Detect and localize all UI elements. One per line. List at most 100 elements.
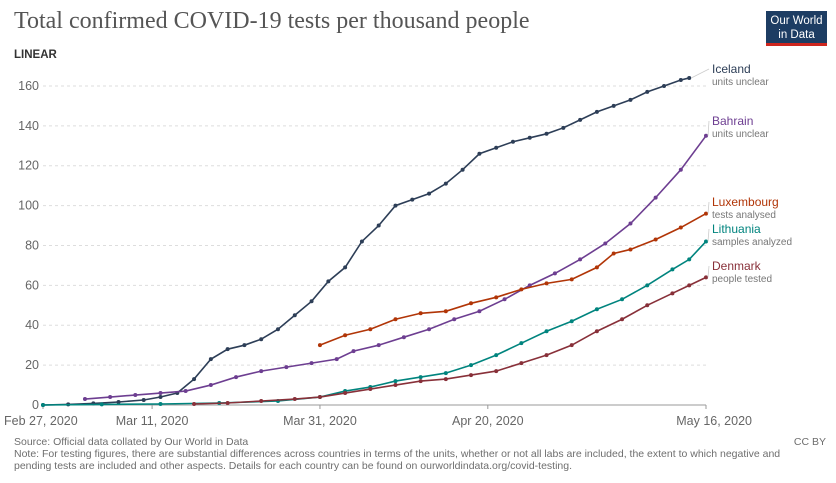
legend-label-denmark: Denmark	[712, 259, 762, 273]
legend-connector	[707, 228, 710, 242]
chart-title: Total confirmed COVID-19 tests per thous…	[14, 8, 530, 34]
data-point-bahrain	[552, 271, 557, 276]
data-point-lithuania	[41, 403, 45, 407]
data-point-luxembourg	[611, 251, 616, 256]
data-point-denmark	[569, 343, 574, 348]
data-point-iceland	[443, 181, 448, 186]
data-point-bahrain	[628, 221, 633, 226]
data-point-luxembourg	[653, 237, 658, 242]
data-point-denmark	[469, 373, 474, 378]
series-line-denmark	[194, 276, 707, 405]
data-point-iceland	[259, 337, 264, 342]
data-point-iceland	[208, 357, 213, 362]
data-point-luxembourg	[469, 301, 474, 306]
legend-label-bahrain: Bahrain	[712, 114, 753, 128]
data-point-denmark	[687, 283, 692, 288]
data-point-bahrain	[284, 365, 289, 370]
data-point-lithuania	[393, 379, 398, 384]
y-tick-label: 80	[25, 238, 39, 252]
data-point-iceland	[376, 223, 381, 228]
data-point-lithuania	[687, 257, 692, 262]
data-point-bahrain	[502, 297, 507, 302]
data-point-iceland	[594, 109, 599, 114]
logo-line2: in Data	[778, 29, 815, 41]
data-point-denmark	[393, 383, 398, 388]
data-point-lithuania	[645, 283, 650, 288]
data-point-iceland	[477, 151, 482, 156]
data-point-luxembourg	[628, 247, 633, 252]
data-point-lithuania	[519, 341, 524, 346]
data-point-bahrain	[259, 369, 264, 374]
data-point-bahrain	[704, 133, 708, 138]
data-point-denmark	[519, 361, 524, 366]
data-point-bahrain	[427, 327, 432, 332]
legend-connector	[707, 265, 710, 278]
data-point-bahrain	[477, 309, 482, 314]
data-point-bahrain	[653, 195, 658, 200]
data-point-iceland	[359, 239, 364, 244]
data-point-iceland	[611, 103, 616, 108]
data-point-iceland	[393, 203, 398, 208]
data-point-iceland	[561, 125, 566, 130]
data-point-iceland	[544, 131, 549, 136]
data-point-luxembourg	[594, 265, 599, 270]
data-point-luxembourg	[418, 311, 423, 316]
data-point-iceland	[645, 89, 650, 94]
data-point-bahrain	[108, 395, 113, 400]
data-point-luxembourg	[317, 343, 322, 348]
data-point-iceland	[326, 279, 331, 284]
data-point-bahrain	[334, 357, 339, 362]
license-label[interactable]: CC BY	[793, 436, 826, 448]
y-tick-label: 0	[32, 398, 39, 412]
data-point-luxembourg	[544, 281, 549, 286]
data-point-denmark	[343, 391, 348, 396]
legend-connector	[691, 68, 710, 79]
data-point-luxembourg	[443, 309, 448, 314]
data-point-lithuania	[569, 319, 574, 324]
x-tick-label: Mar 11, 2020	[116, 414, 189, 428]
legend-label-iceland: Iceland	[712, 62, 751, 76]
data-point-iceland	[343, 265, 348, 270]
data-point-denmark	[259, 399, 264, 404]
data-point-lithuania	[99, 402, 104, 407]
legend-unit-luxembourg: tests analysed	[712, 210, 776, 221]
data-point-denmark	[670, 291, 675, 296]
data-point-bahrain	[82, 397, 87, 402]
data-point-iceland	[192, 377, 197, 382]
data-point-bahrain	[603, 241, 608, 246]
scale-toggle-button[interactable]: LINEAR	[14, 49, 57, 61]
series-line-bahrain	[84, 135, 707, 400]
data-point-luxembourg	[494, 295, 499, 300]
data-point-bahrain	[376, 343, 381, 348]
data-point-iceland	[225, 347, 230, 352]
data-point-iceland	[527, 135, 532, 140]
data-point-denmark	[292, 397, 297, 402]
data-point-iceland	[242, 343, 247, 348]
data-point-bahrain	[578, 257, 583, 262]
source-note: Source: Official data collated by Our Wo…	[14, 436, 249, 448]
data-point-iceland	[410, 197, 415, 202]
data-point-luxembourg	[678, 225, 683, 230]
x-tick-label: Apr 20, 2020	[452, 414, 524, 428]
logo-line1: Our World	[770, 15, 823, 27]
legend-unit-iceland: units unclear	[712, 77, 769, 88]
data-point-denmark	[594, 329, 599, 334]
legend-connector	[707, 120, 710, 136]
data-point-iceland	[116, 400, 121, 405]
data-point-iceland	[510, 139, 515, 144]
data-point-lithuania	[544, 329, 549, 334]
legend-label-luxembourg: Luxembourg	[712, 195, 779, 209]
data-point-denmark	[620, 317, 625, 322]
data-point-iceland	[292, 313, 297, 318]
data-point-iceland	[628, 97, 633, 102]
data-point-denmark	[645, 303, 650, 308]
y-tick-label: 140	[18, 119, 39, 133]
x-tick-label: Feb 27, 2020	[4, 414, 78, 428]
data-point-luxembourg	[704, 211, 708, 216]
data-point-iceland	[158, 395, 163, 400]
logo-accent-bar	[766, 43, 827, 46]
owid-logo[interactable]: Our World in Data	[766, 11, 827, 46]
data-point-bahrain	[208, 383, 213, 388]
data-point-denmark	[368, 387, 373, 392]
data-point-bahrain	[351, 349, 356, 354]
